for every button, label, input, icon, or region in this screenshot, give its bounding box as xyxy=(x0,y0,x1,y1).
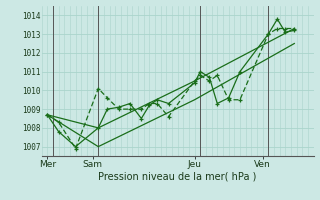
X-axis label: Pression niveau de la mer( hPa ): Pression niveau de la mer( hPa ) xyxy=(99,172,257,182)
